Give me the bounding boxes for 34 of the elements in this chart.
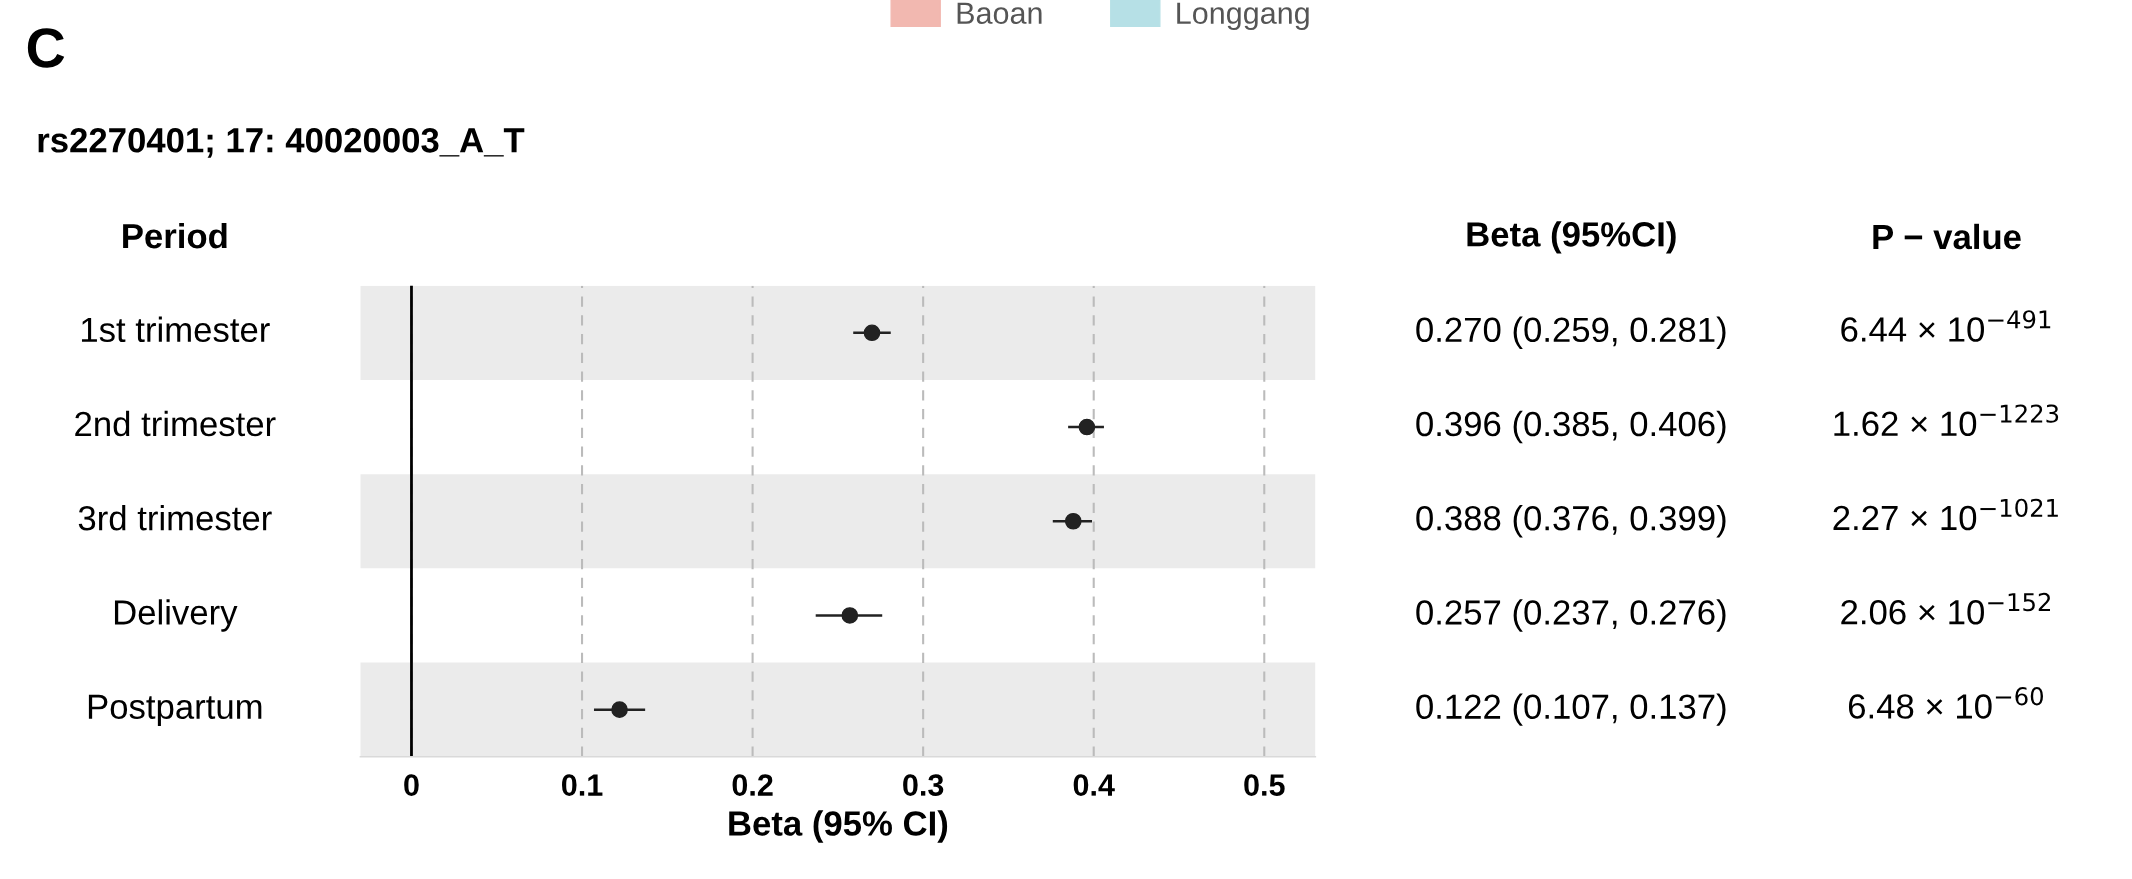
- point: [863, 324, 881, 342]
- chart-title: rs2270401; 17: 40020003_A_T: [38, 128, 525, 158]
- x-tick-label: 0.5: [1244, 774, 1285, 796]
- point: [1064, 512, 1082, 530]
- data-label: 0.270 (0.259, 0.281): [1416, 316, 1726, 349]
- text: 6.48 × 10$^{−60}$: [1848, 687, 2043, 719]
- x-tick-label: 0.1: [562, 774, 603, 796]
- text: Period: [123, 222, 227, 249]
- text: 2.06 × 10$^{−152}$: [1841, 592, 2050, 625]
- y-tick-label: 3rd trimester: [78, 505, 272, 531]
- text: 6.44 × 10$^{−491}$: [1841, 310, 2051, 342]
- x-tick-label: 0.3: [903, 774, 944, 796]
- x-tick-label: 0.4: [1073, 774, 1115, 796]
- x-tick-label: 0: [404, 774, 419, 796]
- text: C: [27, 28, 65, 68]
- text: Longgang: [1177, 2, 1309, 31]
- text: 1.62 × 10$^{−1223}$: [1834, 404, 2059, 437]
- y-tick-label: Delivery: [114, 599, 238, 632]
- point: [841, 607, 859, 624]
- data-label: 0.388 (0.376, 0.399): [1416, 505, 1726, 538]
- data-label: 0.122 (0.107, 0.137): [1416, 693, 1726, 726]
- y-tick-label: Postpartum: [88, 694, 262, 726]
- text: Beta (95%CI): [1467, 221, 1676, 254]
- text: Baoan: [957, 2, 1042, 25]
- data-label: 0.257 (0.237, 0.276): [1416, 599, 1726, 632]
- x-axis-title: Beta (95% CI): [729, 810, 948, 843]
- text: P − value: [1873, 223, 2021, 250]
- y-tick-label: 1st trimester: [81, 316, 270, 343]
- point: [1078, 418, 1096, 436]
- point: [611, 701, 628, 719]
- text: 2.27 × 10$^{−1021}$: [1833, 498, 2058, 531]
- data-label: 0.396 (0.385, 0.406): [1416, 410, 1726, 444]
- x-tick-label: 0.2: [732, 774, 773, 796]
- y-tick-label: 2nd trimester: [75, 410, 276, 437]
